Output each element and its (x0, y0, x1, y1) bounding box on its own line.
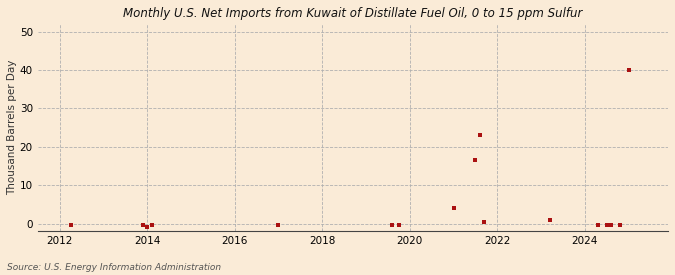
Point (593, 223, 603, 228)
Point (601, 223, 612, 228)
Point (479, 219, 489, 224)
Point (146, 223, 157, 228)
Point (65, 223, 76, 228)
Point (448, 206, 459, 210)
Point (387, 223, 398, 228)
Point (605, 223, 616, 228)
Point (623, 68, 634, 72)
Point (475, 133, 485, 138)
Point (545, 218, 556, 222)
Point (138, 223, 148, 228)
Title: Monthly U.S. Net Imports from Kuwait of Distillate Fuel Oil, 0 to 15 ppm Sulfur: Monthly U.S. Net Imports from Kuwait of … (124, 7, 583, 20)
Point (470, 158, 481, 162)
Text: Source: U.S. Energy Information Administration: Source: U.S. Energy Information Administ… (7, 263, 221, 272)
Point (614, 223, 625, 228)
Y-axis label: Thousand Barrels per Day: Thousand Barrels per Day (7, 60, 17, 195)
Point (273, 223, 284, 228)
Point (142, 224, 153, 229)
Point (394, 223, 404, 228)
